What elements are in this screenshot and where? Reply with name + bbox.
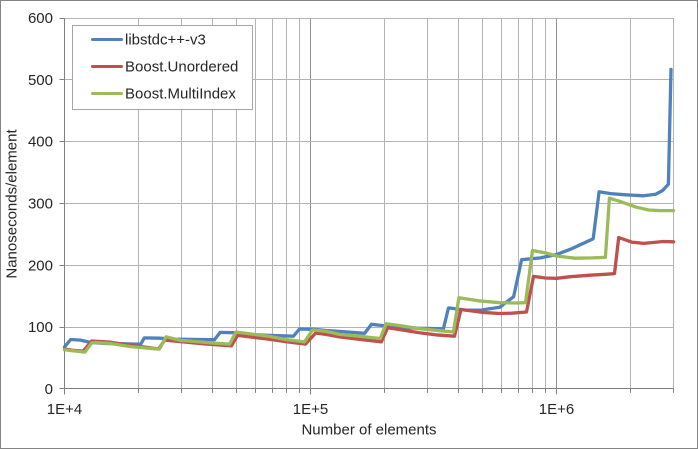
legend-line-swatch: [91, 38, 123, 42]
series-line-libstdc++-v3: [62, 67, 673, 349]
y-tick-label: 0: [45, 381, 53, 398]
x-tick-label: 1E+6: [539, 401, 574, 418]
legend-item: Boost.Unordered: [73, 53, 252, 80]
x-tick-label: 1E+5: [293, 401, 328, 418]
legend: libstdc++-v3 Boost.Unordered Boost.Multi…: [72, 25, 253, 110]
y-tick-label: 200: [28, 257, 53, 274]
y-axis-title: Nanoseconds/element: [3, 129, 21, 279]
legend-label: libstdc++-v3: [125, 31, 206, 48]
series-line-Boost.Unordered: [62, 235, 676, 353]
y-tick-label: 100: [28, 319, 53, 336]
y-tick-label: 400: [28, 134, 53, 151]
series-line-Boost.MultiIndex: [62, 196, 676, 354]
x-tick-label: 1E+4: [47, 401, 82, 418]
y-tick-label: 300: [28, 196, 53, 213]
legend-label: Boost.MultiIndex: [125, 85, 236, 102]
x-axis-title: Number of elements: [301, 421, 437, 439]
legend-label: Boost.Unordered: [125, 58, 239, 75]
legend-item: libstdc++-v3: [73, 26, 252, 53]
legend-item: Boost.MultiIndex: [73, 80, 252, 107]
legend-line-swatch: [91, 65, 123, 69]
y-tick-label: 600: [28, 10, 53, 27]
y-tick-label: 500: [28, 72, 53, 89]
legend-line-swatch: [91, 92, 123, 96]
